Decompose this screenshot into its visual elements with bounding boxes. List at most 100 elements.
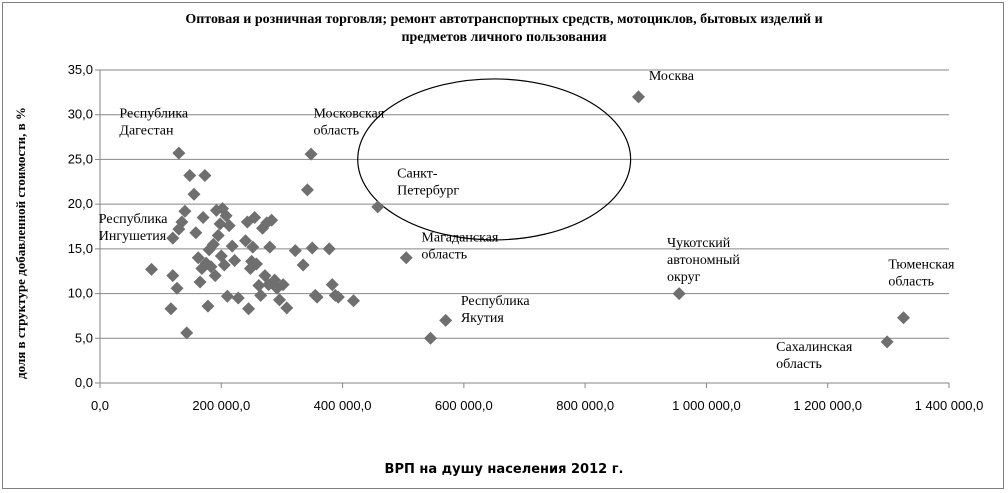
data-point [180,326,194,340]
x-tick-label: 1 400 000,0 [915,398,984,413]
data-point [196,211,210,225]
point-annotation-label: Магаданская [421,231,498,246]
data-point [189,226,203,240]
point-annotation-label: Республика [119,106,189,121]
data-point [296,258,310,272]
x-tick-label: 800 000,0 [556,398,614,413]
data-point [166,269,180,283]
x-tick-label: 0,0 [91,398,109,413]
data-point [300,183,314,197]
data-point [204,260,218,274]
point-annotation-label: Ингушетия [99,229,167,244]
axes [95,69,950,388]
data-point [273,293,287,307]
data-points [145,90,911,349]
y-tick-label: 25,0 [68,151,93,166]
data-point [439,313,453,327]
data-point [213,217,227,231]
scatter-chart: Оптовая и розничная торговля; ремонт авт… [13,12,983,477]
data-point [239,234,253,248]
data-point [187,187,201,201]
y-tick-label: 35,0 [68,62,93,77]
data-point [632,90,646,104]
point-annotation-label: Петербург [397,183,459,198]
data-point [246,240,260,254]
point-annotation-label: Республика [461,294,531,309]
x-tick-label: 1 000 000,0 [672,398,741,413]
data-point [172,146,186,160]
data-point [201,299,215,313]
data-point [276,278,290,292]
point-annotation-label: область [776,357,822,372]
x-tick-labels: 0,0 200 000,0 400 000,0 600 000,0 800 000,0 1… [91,398,983,413]
data-point [263,240,277,254]
point-annotation-label: Сахалинская [776,340,853,355]
data-point [254,288,268,302]
data-point [331,290,345,304]
highlight-ellipse [357,78,632,241]
y-tick-label: 20,0 [68,196,93,211]
point-annotation-label: Санкт- [397,166,438,181]
x-tick-label: 1 200 000,0 [793,398,862,413]
point-annotation-label: область [888,275,934,290]
grid-lines [100,69,949,339]
data-point [265,213,279,227]
highlight-ellipse-group [357,78,632,241]
data-point [322,242,336,256]
data-point [399,251,413,265]
data-point [220,289,234,303]
data-point [371,200,385,214]
data-point [206,237,220,251]
y-tick-label: 0,0 [75,375,93,390]
data-point [170,281,184,295]
point-annotation-label: Москва [649,69,695,84]
point-annotation-label: Дагестан [119,123,174,138]
data-point [183,169,197,183]
data-point [897,311,911,325]
x-tick-label: 200 000,0 [192,398,250,413]
point-annotation-label: Тюменская [888,258,955,273]
data-point [219,209,233,223]
data-point [175,215,189,229]
data-point [208,269,222,283]
point-annotation-label: Московская [313,106,384,121]
data-point [304,147,318,161]
data-point [166,231,180,245]
point-annotation-label: область [313,123,359,138]
y-tick-label: 15,0 [68,241,93,256]
x-tick-label: 400 000,0 [314,398,372,413]
data-point [305,241,319,255]
point-annotation-label: Республика [99,212,169,227]
data-point [178,204,192,218]
data-point [211,228,225,242]
point-annotation-label: Чукотский [667,236,731,251]
y-tick-label: 30,0 [68,107,93,122]
data-point [225,239,239,253]
point-annotation-label: Якутия [461,311,505,326]
data-point [164,302,178,316]
data-point [198,169,212,183]
point-annotation-label: округ [667,270,701,285]
data-point [191,251,205,265]
chart-title-line1: Оптовая и розничная торговля; ремонт авт… [185,12,822,27]
y-axis-label: доля в структуре добавленной стоимости, … [13,107,28,379]
data-point [193,275,207,289]
data-point [346,294,360,308]
data-point [222,219,236,233]
data-point [280,301,294,315]
x-axis-label: ВРП на душу населения 2012 г. [385,462,624,477]
data-point [424,331,438,345]
data-point [249,257,263,271]
data-point [242,302,256,316]
data-point [252,279,266,293]
chart-title-line2: предметов личного пользования [401,30,607,45]
x-tick-label: 600 000,0 [435,398,493,413]
data-point [672,287,686,301]
data-point [310,290,324,304]
y-tick-label: 10,0 [68,286,93,301]
data-point [145,262,159,276]
data-point [288,244,302,258]
point-annotation-label: автономный [667,253,740,268]
point-annotation-label: область [421,248,467,263]
